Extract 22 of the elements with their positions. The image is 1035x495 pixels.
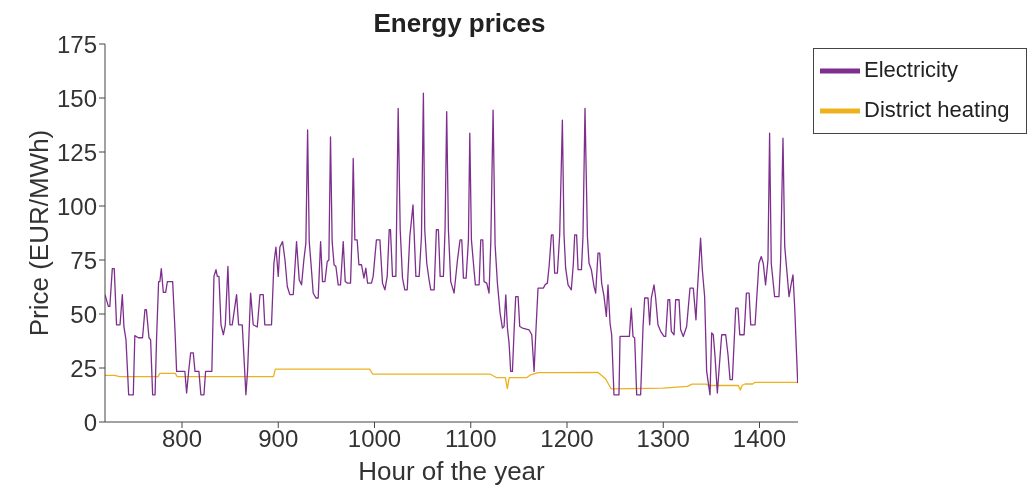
x-tick-label: 1300: [636, 425, 690, 453]
x-tick-label: 1100: [444, 425, 497, 453]
line-series: [105, 92, 798, 396]
y-tick-label: 125: [56, 138, 97, 166]
y-tick-label: 175: [56, 30, 97, 58]
x-tick-label: 900: [258, 425, 299, 453]
y-tick-label: 150: [56, 84, 97, 112]
y-tick-label: 75: [70, 246, 97, 274]
y-tick-label: 25: [70, 354, 97, 382]
x-tick-label: 1000: [347, 425, 402, 453]
y-axis-title: Price (EUR/MWh): [24, 129, 55, 337]
chart-title: Energy prices: [372, 8, 547, 39]
line-series: [105, 368, 798, 391]
legend-label: Electricity: [864, 56, 959, 82]
x-tick-label: 1200: [540, 425, 594, 453]
x-axis-title: Hour of the year: [358, 456, 546, 486]
y-tick-label: 0: [83, 408, 97, 436]
x-tick-label: 800: [161, 425, 203, 453]
x-tick-label: 1400: [732, 425, 787, 453]
y-tick-label: 100: [56, 192, 97, 220]
legend-label: District heating: [864, 96, 1010, 122]
y-tick-label: 50: [70, 300, 97, 328]
